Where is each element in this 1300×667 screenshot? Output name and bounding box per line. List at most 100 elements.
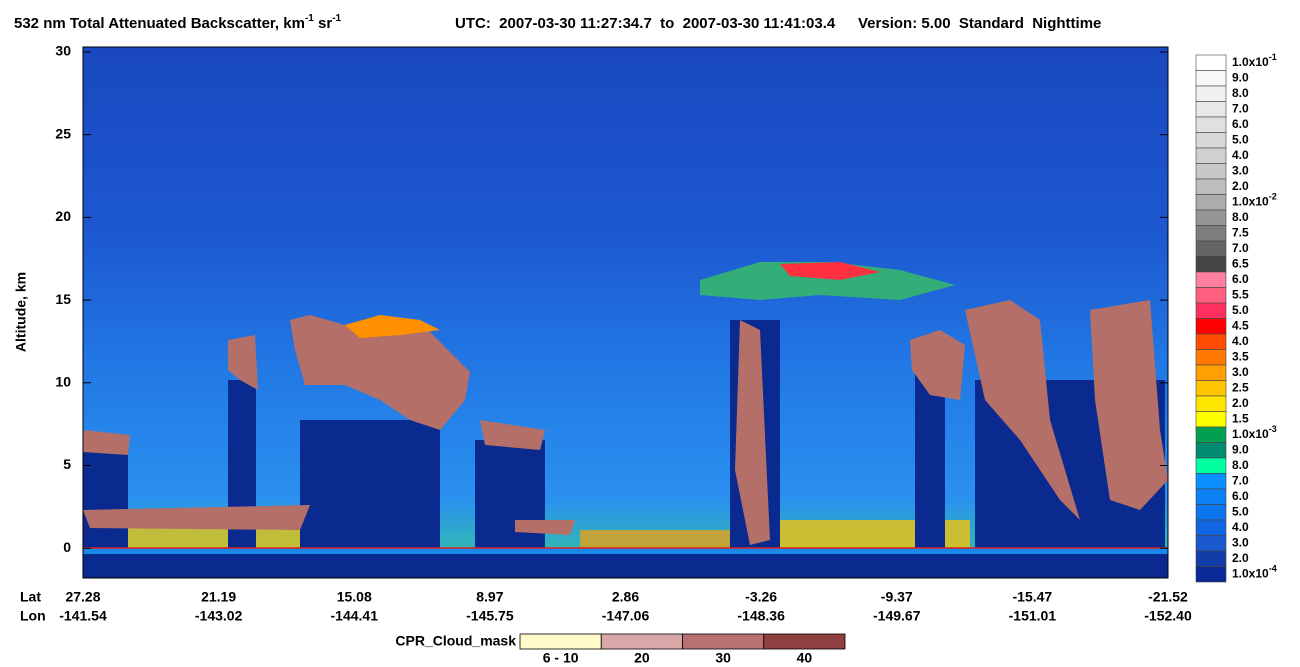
utc-range: UTC: 2007-03-30 11:27:34.7 to 2007-03-30…	[455, 15, 836, 32]
colorbar-label-text: 1.5	[1232, 411, 1249, 425]
colorbar-label: 3.0	[1232, 163, 1249, 177]
colorbar-label-text: 8.0	[1232, 458, 1249, 472]
colorbar-label: 1.5	[1232, 411, 1249, 425]
y-tick-label: 20	[55, 208, 71, 224]
colorbar-label: 2.0	[1232, 396, 1249, 410]
colorbar-swatch	[1195, 535, 1227, 552]
lat-label: -9.37	[881, 589, 913, 605]
colorbar-label-exponent: -1	[1269, 52, 1277, 62]
lat-label: -15.47	[1013, 589, 1053, 605]
colorbar-label: 3.0	[1232, 535, 1249, 549]
colorbar-label-exponent: -3	[1269, 424, 1277, 434]
colorbar-swatch	[1195, 256, 1227, 273]
colorbar-label: 5.0	[1232, 504, 1249, 518]
colorbar-swatch	[1195, 225, 1227, 242]
colorbar-label-text: 3.0	[1232, 365, 1249, 379]
colorbar-label-text: 6.5	[1232, 256, 1249, 270]
colorbar-swatch	[1195, 132, 1227, 149]
colorbar-label-text: 2.0	[1232, 179, 1249, 193]
y-tick-label: 30	[55, 43, 71, 59]
colorbar-label: 6.0	[1232, 489, 1249, 503]
colorbar-label-text: 6.0	[1232, 272, 1249, 286]
lon-label: -147.06	[602, 608, 650, 624]
y-axis-label: Altitude, km	[13, 272, 29, 352]
colorbar-label: 2.0	[1232, 179, 1249, 193]
colorbar-label: 7.0	[1232, 101, 1249, 115]
lon-label: -144.41	[331, 608, 379, 624]
colorbar-swatch	[1195, 54, 1227, 71]
colorbar-label: 4.0	[1232, 520, 1249, 534]
colorbar-label: 6.0	[1232, 117, 1249, 131]
cpr-legend-swatch	[682, 633, 765, 650]
cpr-legend-label: 20	[634, 650, 650, 666]
colorbar-label: 5.0	[1232, 132, 1249, 146]
lat-label: 2.86	[612, 589, 639, 605]
colorbar-swatch	[1195, 395, 1227, 412]
cpr-legend-swatch	[763, 633, 846, 650]
colorbar-swatch	[1195, 473, 1227, 490]
colorbar-swatch	[1195, 550, 1227, 567]
colorbar-swatch	[1195, 333, 1227, 350]
lat-label: 8.97	[476, 589, 503, 605]
colorbar-label-text: 7.0	[1232, 473, 1249, 487]
lon-label: -149.67	[873, 608, 921, 624]
colorbar-label: 4.0	[1232, 148, 1249, 162]
colorbar-swatch	[1195, 70, 1227, 87]
colorbar-swatch	[1195, 287, 1227, 304]
colorbar-swatch	[1195, 302, 1227, 319]
colorbar-label: 1.0x10-1	[1232, 52, 1277, 69]
lat-row-label: Lat	[20, 589, 41, 605]
colorbar-label-text: 1.0x10	[1232, 427, 1269, 441]
colorbar-label: 9.0	[1232, 70, 1249, 84]
lon-label: -145.75	[466, 608, 514, 624]
cpr-legend-swatch	[600, 633, 683, 650]
colorbar-label-text: 3.0	[1232, 163, 1249, 177]
colorbar-swatch	[1195, 147, 1227, 164]
colorbar-swatch	[1195, 85, 1227, 102]
colorbar-label: 2.0	[1232, 551, 1249, 565]
colorbar-swatch	[1195, 442, 1227, 459]
version: Version: 5.00 Standard Nighttime	[858, 15, 1101, 32]
colorbar-label-text: 4.0	[1232, 520, 1249, 534]
curtain-image	[83, 47, 1168, 578]
colorbar-swatch	[1195, 411, 1227, 428]
colorbar-label: 7.5	[1232, 225, 1249, 239]
colorbar-label: 1.0x10-4	[1232, 564, 1277, 581]
colorbar-swatch	[1195, 178, 1227, 195]
colorbar-swatch	[1195, 349, 1227, 366]
colorbar-label-text: 6.0	[1232, 117, 1249, 131]
cpr-legend-label: 40	[797, 650, 813, 666]
chart-title: 532 nm Total Attenuated Backscatter, km-…	[14, 13, 342, 32]
colorbar-swatch	[1195, 271, 1227, 288]
plot-frame	[82, 46, 1169, 579]
colorbar-label-text: 1.0x10	[1232, 55, 1269, 69]
lon-row-label: Lon	[20, 608, 46, 624]
colorbar-label: 4.0	[1232, 334, 1249, 348]
colorbar-label-text: 6.0	[1232, 489, 1249, 503]
colorbar-label-text: 8.0	[1232, 86, 1249, 100]
colorbar-label-text: 5.5	[1232, 287, 1249, 301]
colorbar-label-exponent: -4	[1269, 564, 1277, 574]
colorbar-label-text: 2.0	[1232, 396, 1249, 410]
colorbar-swatch	[1195, 116, 1227, 133]
colorbar-swatch	[1195, 488, 1227, 505]
colorbar-label: 5.5	[1232, 287, 1249, 301]
colorbar-label-text: 1.0x10	[1232, 566, 1269, 580]
colorbar-label: 7.0	[1232, 473, 1249, 487]
lon-label: -151.01	[1009, 608, 1057, 624]
colorbar-label-text: 3.0	[1232, 535, 1249, 549]
y-tick-label: 10	[55, 374, 71, 390]
colorbar-label: 1.0x10-3	[1232, 424, 1277, 441]
colorbar-label-text: 8.0	[1232, 210, 1249, 224]
colorbar-label-text: 4.0	[1232, 148, 1249, 162]
y-tick-label: 25	[55, 125, 71, 141]
colorbar-label: 3.0	[1232, 365, 1249, 379]
colorbar-swatch	[1195, 426, 1227, 443]
colorbar-label: 5.0	[1232, 303, 1249, 317]
colorbar-label-text: 1.0x10	[1232, 194, 1269, 208]
colorbar-label-text: 4.0	[1232, 334, 1249, 348]
cpr-legend-label: 6 - 10	[543, 650, 579, 666]
cpr-legend-label: 30	[715, 650, 731, 666]
colorbar-label-text: 7.0	[1232, 101, 1249, 115]
